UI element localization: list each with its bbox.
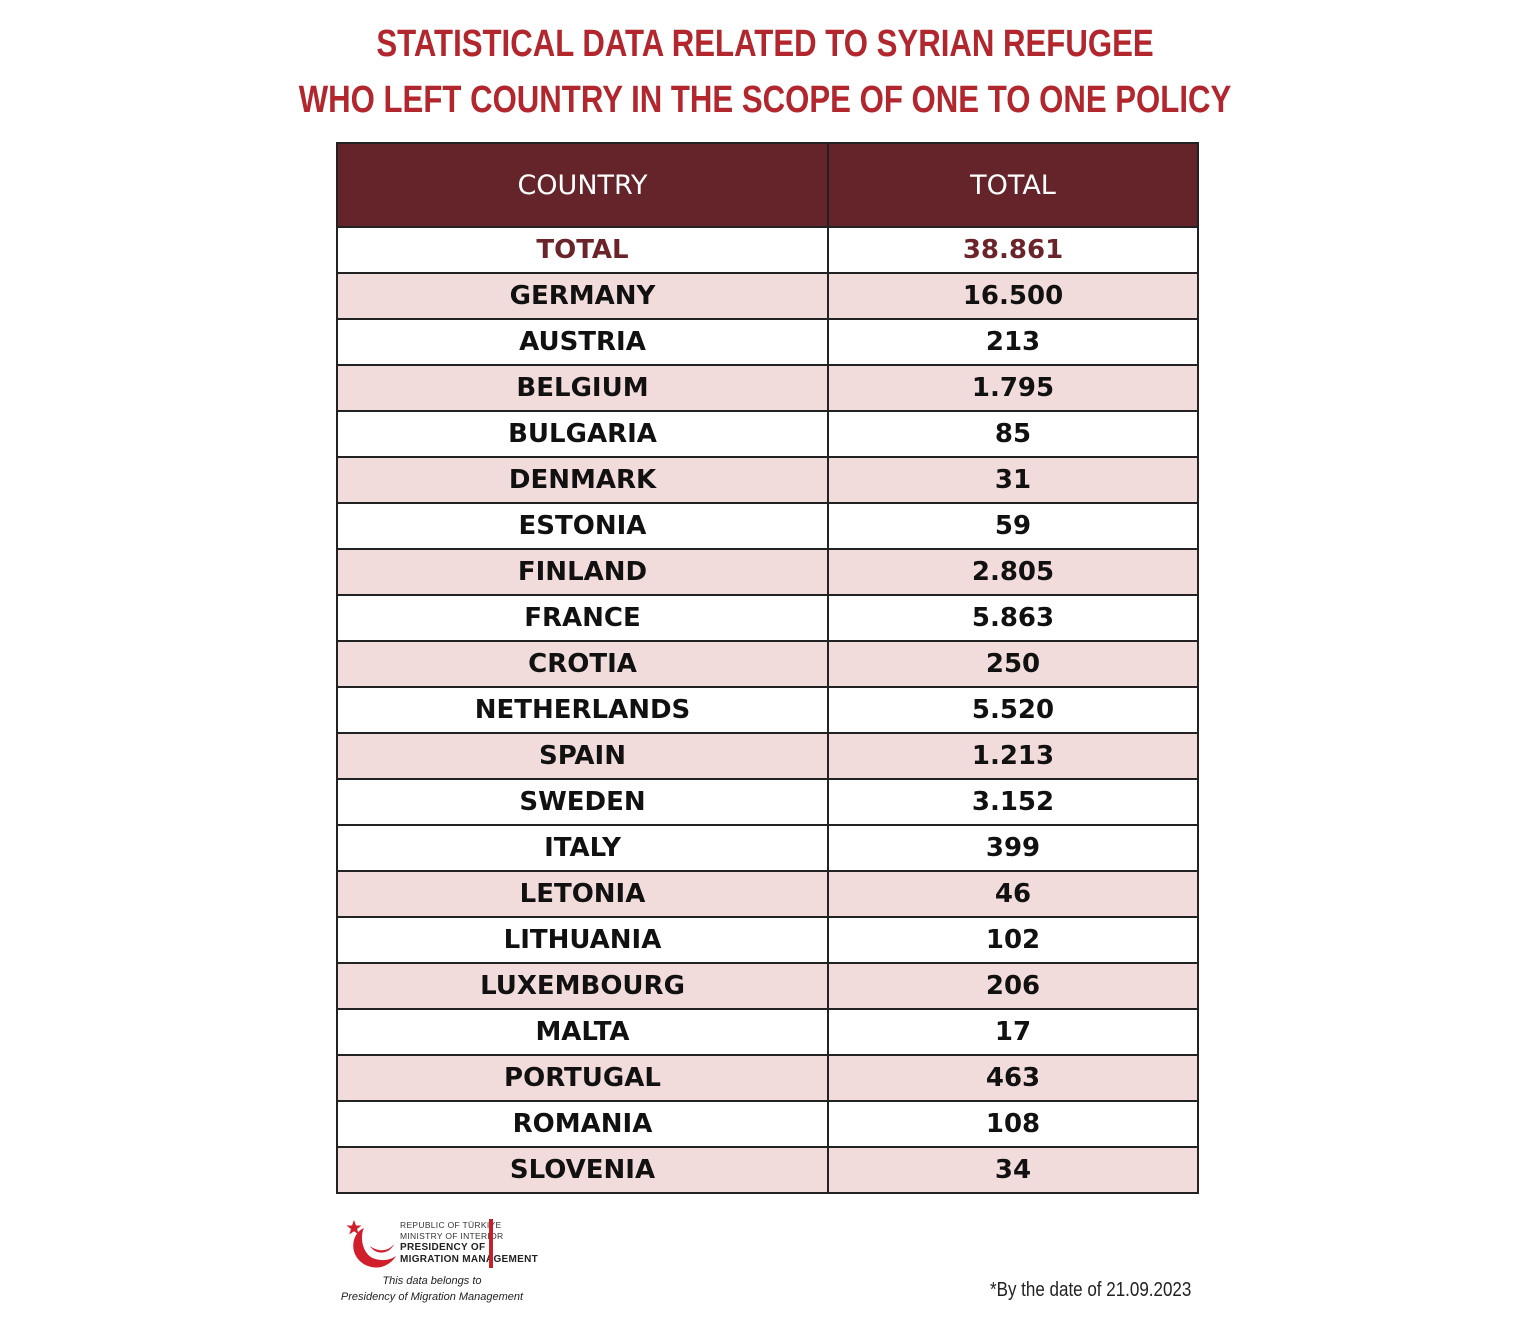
cell-country: LUXEMBOURG	[336, 962, 829, 1010]
cell-country: ITALY	[336, 824, 829, 872]
cell-country: BELGIUM	[336, 364, 829, 412]
cell-total: 3.152	[827, 778, 1199, 826]
data-ownership-note: This data belongs to Presidency of Migra…	[332, 1273, 532, 1305]
table-row: ITALY 399	[336, 824, 1199, 872]
table-header-row: COUNTRY TOTAL	[336, 142, 1199, 228]
table-row: NETHERLANDS 5.520	[336, 686, 1199, 734]
cell-total: 5.863	[827, 594, 1199, 642]
cell-total: 102	[827, 916, 1199, 964]
table-row: ESTONIA 59	[336, 502, 1199, 550]
table-row: SPAIN 1.213	[336, 732, 1199, 780]
table-row: SLOVENIA 34	[336, 1146, 1199, 1194]
cell-total: 31	[827, 456, 1199, 504]
cell-country: SWEDEN	[336, 778, 829, 826]
cell-country: SLOVENIA	[336, 1146, 829, 1194]
column-header-total: TOTAL	[827, 142, 1199, 228]
cell-total: 46	[827, 870, 1199, 918]
cell-country: FRANCE	[336, 594, 829, 642]
page-title-line-1: STATISTICAL DATA RELATED TO SYRIAN REFUG…	[376, 23, 1154, 65]
logo-line-1: REPUBLIC OF TÜRKIYE	[400, 1220, 502, 1230]
table-row: FRANCE 5.863	[336, 594, 1199, 642]
cell-total: 16.500	[827, 272, 1199, 320]
cell-total: 463	[827, 1054, 1199, 1102]
belongs-line-1: This data belongs to	[382, 1275, 482, 1287]
page-title-line-2: WHO LEFT COUNTRY IN THE SCOPE OF ONE TO …	[298, 79, 1232, 121]
table-row: AUSTRIA 213	[336, 318, 1199, 366]
logo-line-3: PRESIDENCY OF	[400, 1242, 486, 1253]
column-header-country: COUNTRY	[336, 142, 829, 228]
cell-country: DENMARK	[336, 456, 829, 504]
table-row: BELGIUM 1.795	[336, 364, 1199, 412]
table-row: CROTIA 250	[336, 640, 1199, 688]
table-row: SWEDEN 3.152	[336, 778, 1199, 826]
cell-total: 5.520	[827, 686, 1199, 734]
logo-line-4: MIGRATION MANAGEMENT	[400, 1254, 539, 1265]
table-row-total: TOTAL 38.861	[336, 226, 1199, 274]
cell-total: 213	[827, 318, 1199, 366]
cell-total: 399	[827, 824, 1199, 872]
table-row: LETONIA 46	[336, 870, 1199, 918]
cell-country: MALTA	[336, 1008, 829, 1056]
logo-divider-bar	[489, 1219, 493, 1268]
table-row: LUXEMBOURG 206	[336, 962, 1199, 1010]
cell-total: 38.861	[827, 226, 1199, 274]
cell-country: ESTONIA	[336, 502, 829, 550]
cell-total: 206	[827, 962, 1199, 1010]
cell-total: 17	[827, 1008, 1199, 1056]
logo-text-block: REPUBLIC OF TÜRKIYE MINISTRY OF INTERIOR…	[400, 1220, 538, 1266]
logo-crescent-shape	[353, 1228, 396, 1268]
table-row: LITHUANIA 102	[336, 916, 1199, 964]
refugee-data-table: COUNTRY TOTAL TOTAL 38.861 GERMANY 16.500 AU…	[336, 142, 1199, 1194]
crescent-star-icon	[346, 1220, 396, 1268]
cell-country: AUSTRIA	[336, 318, 829, 366]
cell-total: 1.213	[827, 732, 1199, 780]
cell-country: GERMANY	[336, 272, 829, 320]
date-note: *By the date of 21.09.2023	[990, 1279, 1192, 1301]
cell-country: CROTIA	[336, 640, 829, 688]
cell-country: TOTAL	[336, 226, 829, 274]
table-row: FINLAND 2.805	[336, 548, 1199, 596]
table-row: MALTA 17	[336, 1008, 1199, 1056]
cell-total: 250	[827, 640, 1199, 688]
table-row: PORTUGAL 463	[336, 1054, 1199, 1102]
cell-total: 1.795	[827, 364, 1199, 412]
table-body: TOTAL 38.861 GERMANY 16.500 AUSTRIA 213 BELGIU…	[336, 226, 1199, 1194]
cell-country: FINLAND	[336, 548, 829, 596]
table-row: BULGARIA 85	[336, 410, 1199, 458]
cell-total: 85	[827, 410, 1199, 458]
table-row: DENMARK 31	[336, 456, 1199, 504]
logo-star-shape	[346, 1220, 362, 1235]
cell-country: ROMANIA	[336, 1100, 829, 1148]
belongs-line-2: Presidency of Migration Management	[340, 1291, 524, 1303]
cell-country: LITHUANIA	[336, 916, 829, 964]
table-row: ROMANIA 108	[336, 1100, 1199, 1148]
logo-line-2: MINISTRY OF INTERIOR	[400, 1231, 504, 1241]
cell-total: 34	[827, 1146, 1199, 1194]
cell-country: LETONIA	[336, 870, 829, 918]
cell-country: BULGARIA	[336, 410, 829, 458]
cell-country: NETHERLANDS	[336, 686, 829, 734]
cell-total: 59	[827, 502, 1199, 550]
cell-total: 2.805	[827, 548, 1199, 596]
cell-country: PORTUGAL	[336, 1054, 829, 1102]
logo-swoosh-shape	[370, 1244, 394, 1253]
cell-country: SPAIN	[336, 732, 829, 780]
cell-total: 108	[827, 1100, 1199, 1148]
table-row: GERMANY 16.500	[336, 272, 1199, 320]
